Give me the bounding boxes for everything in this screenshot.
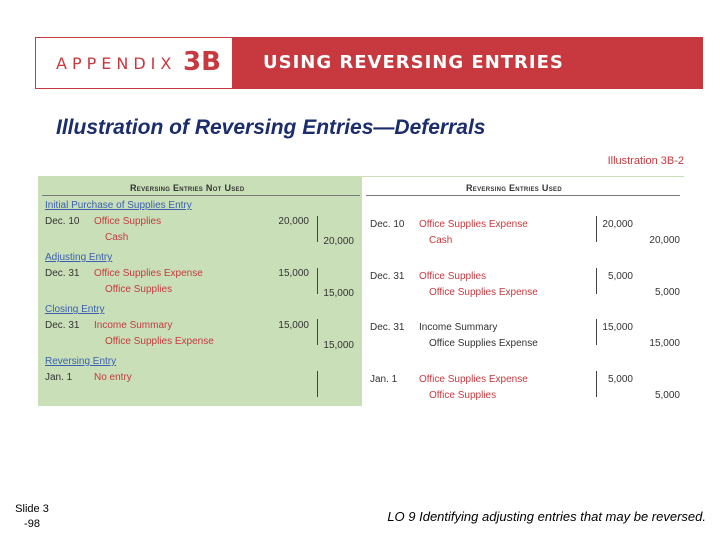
appendix-banner: APPENDIX 3B USING REVERSING ENTRIES — [35, 37, 703, 89]
left-panel — [38, 176, 362, 406]
appendix-number: 3B — [183, 47, 221, 77]
left-heading: Reversing Entries Not Used — [130, 183, 245, 193]
credit-amount: 15,000 — [649, 338, 680, 349]
learning-objective: LO 9 Identifying adjusting entries that … — [387, 509, 706, 524]
section-label: Closing Entry — [45, 304, 105, 315]
credit-amount: 15,000 — [323, 288, 354, 299]
slide-number-line2: -98 — [24, 518, 40, 530]
account-name: Office Supplies — [419, 271, 487, 282]
entry-date: Dec. 31 — [370, 271, 405, 282]
entry-date: Dec. 31 — [45, 320, 80, 331]
ledger-rule — [596, 371, 597, 397]
slide-number-line1: Slide 3 — [15, 503, 49, 515]
ledger-rule — [596, 216, 597, 242]
account-name: Cash — [105, 232, 129, 243]
debit-amount: 15,000 — [602, 322, 633, 333]
account-name: Office Supplies Expense — [419, 374, 528, 385]
account-name: Office Supplies Expense — [429, 287, 538, 298]
credit-amount: 20,000 — [649, 235, 680, 246]
debit-amount: 5,000 — [607, 271, 633, 282]
credit-amount: 15,000 — [323, 340, 354, 351]
appendix-label-box: APPENDIX 3B — [35, 37, 233, 89]
ledger-rule — [317, 268, 318, 294]
ledger-rule — [596, 319, 597, 345]
section-label: Adjusting Entry — [45, 252, 113, 263]
credit-amount: 5,000 — [654, 287, 680, 298]
slide-title: Illustration of Reversing Entries—Deferr… — [56, 116, 486, 139]
right-heading: Reversing Entries Used — [466, 183, 562, 193]
entry-date: Jan. 1 — [45, 372, 73, 383]
account-name: Income Summary — [94, 320, 173, 331]
account-name: Office Supplies Expense — [94, 268, 203, 279]
ledger-rule — [317, 319, 318, 345]
slide-number: Slide 3 -98 — [8, 502, 56, 532]
ledger-rule — [317, 216, 318, 242]
illustration-label: Illustration 3B-2 — [607, 155, 684, 167]
debit-amount: 5,000 — [607, 374, 633, 385]
debit-amount: 20,000 — [602, 219, 633, 230]
account-name: Office Supplies — [105, 284, 173, 295]
entry-date: Dec. 10 — [370, 219, 405, 230]
account-name: No entry — [94, 372, 132, 383]
debit-amount: 20,000 — [278, 216, 309, 227]
appendix-word: APPENDIX — [56, 54, 177, 73]
debit-amount: 15,000 — [278, 320, 309, 331]
account-name: Office Supplies Expense — [429, 338, 538, 349]
account-name: Office Supplies — [94, 216, 162, 227]
left-heading-rule — [42, 195, 360, 196]
entry-date: Dec. 10 — [45, 216, 80, 227]
section-label: Reversing Entry — [45, 356, 117, 367]
credit-amount: 20,000 — [323, 236, 354, 247]
banner-title: USING REVERSING ENTRIES — [263, 52, 564, 73]
right-heading-rule — [366, 195, 680, 196]
ledger-rule — [317, 371, 318, 397]
debit-amount: 15,000 — [278, 268, 309, 279]
account-name: Office Supplies Expense — [105, 336, 214, 347]
account-name: Income Summary — [419, 322, 498, 333]
account-name: Cash — [429, 235, 453, 246]
account-name: Office Supplies Expense — [419, 219, 528, 230]
account-name: Office Supplies — [429, 390, 497, 401]
ledger-rule — [596, 268, 597, 294]
entry-date: Dec. 31 — [45, 268, 80, 279]
entry-date: Dec. 31 — [370, 322, 405, 333]
section-label: Initial Purchase of Supplies Entry — [45, 200, 192, 211]
entry-date: Jan. 1 — [370, 374, 398, 385]
right-panel — [362, 176, 684, 406]
credit-amount: 5,000 — [654, 390, 680, 401]
